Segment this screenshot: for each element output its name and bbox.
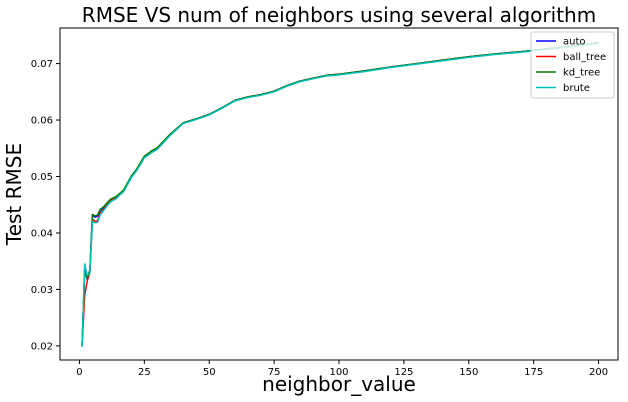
y-tick-label: 0.05	[31, 172, 53, 183]
y-tick-label: 0.03	[31, 285, 53, 296]
legend-entry: ball_tree	[563, 52, 606, 63]
y-tick-label: 0.06	[31, 116, 53, 127]
y-tick-label: 0.04	[31, 228, 53, 239]
x-tick-label: 175	[524, 367, 543, 378]
y-axis: 0.02 0.03 0.04 0.05 0.06 0.07	[31, 59, 60, 352]
x-tick-label: 150	[459, 367, 478, 378]
x-tick-label: 0	[76, 367, 82, 378]
chart-title: RMSE VS num of neighbors using several a…	[82, 3, 596, 27]
plot-frame	[59, 27, 619, 361]
x-tick-label: 50	[203, 367, 216, 378]
legend-entry: brute	[563, 83, 590, 94]
legend-box	[530, 31, 615, 99]
series-line-brute	[81, 42, 599, 348]
x-tick-label: 200	[589, 367, 608, 378]
x-tick-label: 25	[138, 367, 151, 378]
legend-entry: auto	[563, 37, 586, 48]
y-axis-label: Test RMSE	[2, 143, 26, 246]
legend-entry: kd_tree	[563, 68, 600, 79]
x-axis-label: neighbor_value	[262, 372, 416, 396]
x-tick-label: 100	[329, 367, 348, 378]
y-tick-label: 0.07	[31, 59, 53, 70]
x-tick-label: 75	[268, 367, 281, 378]
y-tick-label: 0.02	[31, 341, 53, 352]
x-axis: 0 25 50 75 100 125 150 175 200	[76, 360, 608, 378]
series-line-ball-tree	[81, 41, 599, 346]
plot-area	[81, 41, 599, 348]
series-line-kd-tree	[81, 41, 599, 345]
x-tick-label: 125	[394, 367, 413, 378]
series-line-auto	[81, 41, 599, 345]
